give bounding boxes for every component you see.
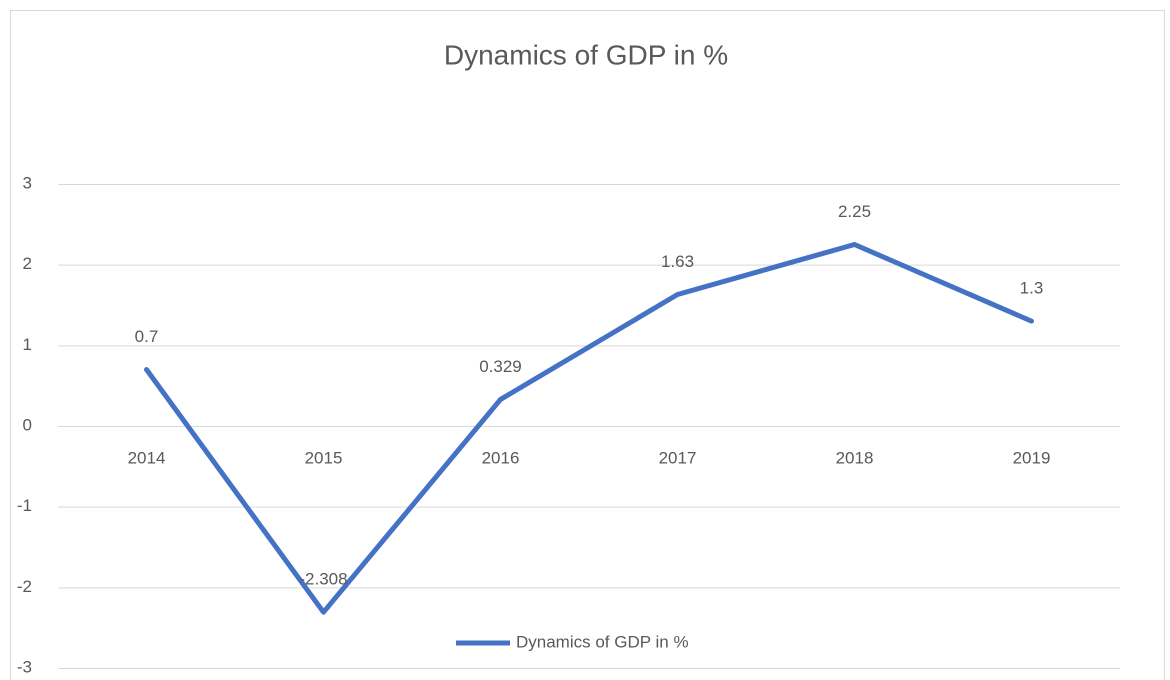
- data-label: 0.329: [479, 357, 522, 376]
- x-tick-label: 2016: [482, 448, 520, 467]
- line-series: [144, 242, 1034, 615]
- x-tick-label: 2019: [1013, 448, 1051, 467]
- y-tick-label: 0: [23, 415, 32, 434]
- data-label: 0.7: [135, 327, 159, 346]
- y-tick-label: -3: [17, 657, 32, 676]
- x-tick-label: 2015: [305, 448, 343, 467]
- data-label: 2.25: [838, 202, 871, 221]
- y-tick-label: -1: [17, 496, 32, 515]
- y-tick-label: 1: [23, 335, 32, 354]
- x-tick-label: 2017: [659, 448, 697, 467]
- data-label: 1.3: [1020, 279, 1044, 298]
- legend-label: Dynamics of GDP in %: [516, 632, 689, 651]
- y-tick-label: -2: [17, 577, 32, 596]
- chart-title: Dynamics of GDP in %: [444, 39, 728, 70]
- x-tick-label: 2014: [128, 448, 166, 467]
- data-label: -2.308: [299, 570, 347, 589]
- y-tick-label: 3: [23, 173, 32, 192]
- y-tick-label: 2: [23, 254, 32, 273]
- data-label: 1.63: [661, 252, 694, 271]
- x-tick-label: 2018: [836, 448, 874, 467]
